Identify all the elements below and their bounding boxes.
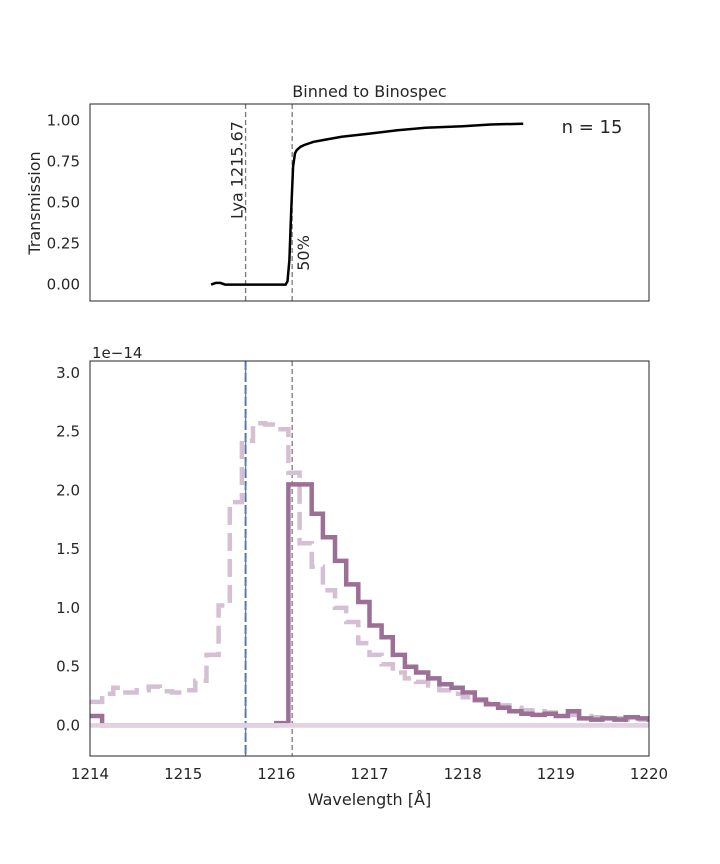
bottom-y-ticks: 0.0 0.5 1.0 1.5 2.0 2.5 3.0 bbox=[56, 364, 80, 735]
top-reference-lines bbox=[244, 104, 293, 301]
bottom-x-tick-label: 1214 bbox=[71, 765, 109, 783]
lya-annotation: Lya 1215.67 bbox=[228, 121, 247, 219]
bottom-y-tick-label: 0.0 bbox=[56, 716, 80, 734]
bottom-y-tick-label: 2.0 bbox=[56, 481, 80, 499]
bottom-y-tick-label: 1.0 bbox=[56, 599, 80, 617]
top-y-tick-label: 1.00 bbox=[47, 111, 80, 129]
top-y-tick-label: 0.25 bbox=[47, 235, 80, 253]
bottom-x-tick-label: 1218 bbox=[444, 765, 482, 783]
y-offset-label: 1e−14 bbox=[92, 344, 142, 362]
bottom-x-ticks: 1214 1215 1216 1217 1218 1219 1220 bbox=[71, 765, 668, 783]
top-y-tick-label: 0.75 bbox=[47, 152, 80, 170]
top-panel-title: Binned to Binospec bbox=[292, 82, 446, 101]
bottom-reference-lines bbox=[244, 361, 293, 756]
fifty-percent-annotation: 50% bbox=[294, 235, 313, 271]
bottom-x-tick-label: 1217 bbox=[350, 765, 388, 783]
bottom-y-tick-label: 1.5 bbox=[56, 540, 80, 558]
intrinsic-flux-dashed-step bbox=[90, 421, 649, 722]
bottom-x-tick-label: 1220 bbox=[630, 765, 668, 783]
bottom-y-tick-label: 0.5 bbox=[56, 658, 80, 676]
bottom-x-tick-label: 1216 bbox=[257, 765, 295, 783]
bottom-plot-frame bbox=[89, 360, 650, 757]
flux-series bbox=[90, 421, 649, 728]
top-plot-frame bbox=[89, 103, 650, 302]
flux-panel: 1e−14 0.0 0.5 1.0 1.5 2.0 2.5 3.0 1214 1215 1216… bbox=[56, 344, 668, 809]
x-axis-label: Wavelength [Å] bbox=[308, 790, 431, 809]
bottom-y-tick-label: 2.5 bbox=[56, 423, 80, 441]
error-band bbox=[90, 723, 649, 728]
top-y-tick-label: 0.00 bbox=[47, 276, 80, 294]
transmission-curve bbox=[210, 122, 524, 286]
top-y-axis-label: Transmission bbox=[25, 151, 44, 255]
top-y-ticks: 0.00 0.25 0.50 0.75 1.00 bbox=[47, 111, 80, 293]
bottom-x-tick-label: 1219 bbox=[537, 765, 575, 783]
transmission-panel: Binned to Binospec Transmission 0.00 0.25… bbox=[25, 82, 650, 302]
n-count-annotation: n = 15 bbox=[562, 117, 623, 138]
bottom-x-tick-label: 1215 bbox=[164, 765, 202, 783]
bottom-y-tick-label: 3.0 bbox=[56, 364, 80, 382]
top-y-tick-label: 0.50 bbox=[47, 194, 80, 212]
